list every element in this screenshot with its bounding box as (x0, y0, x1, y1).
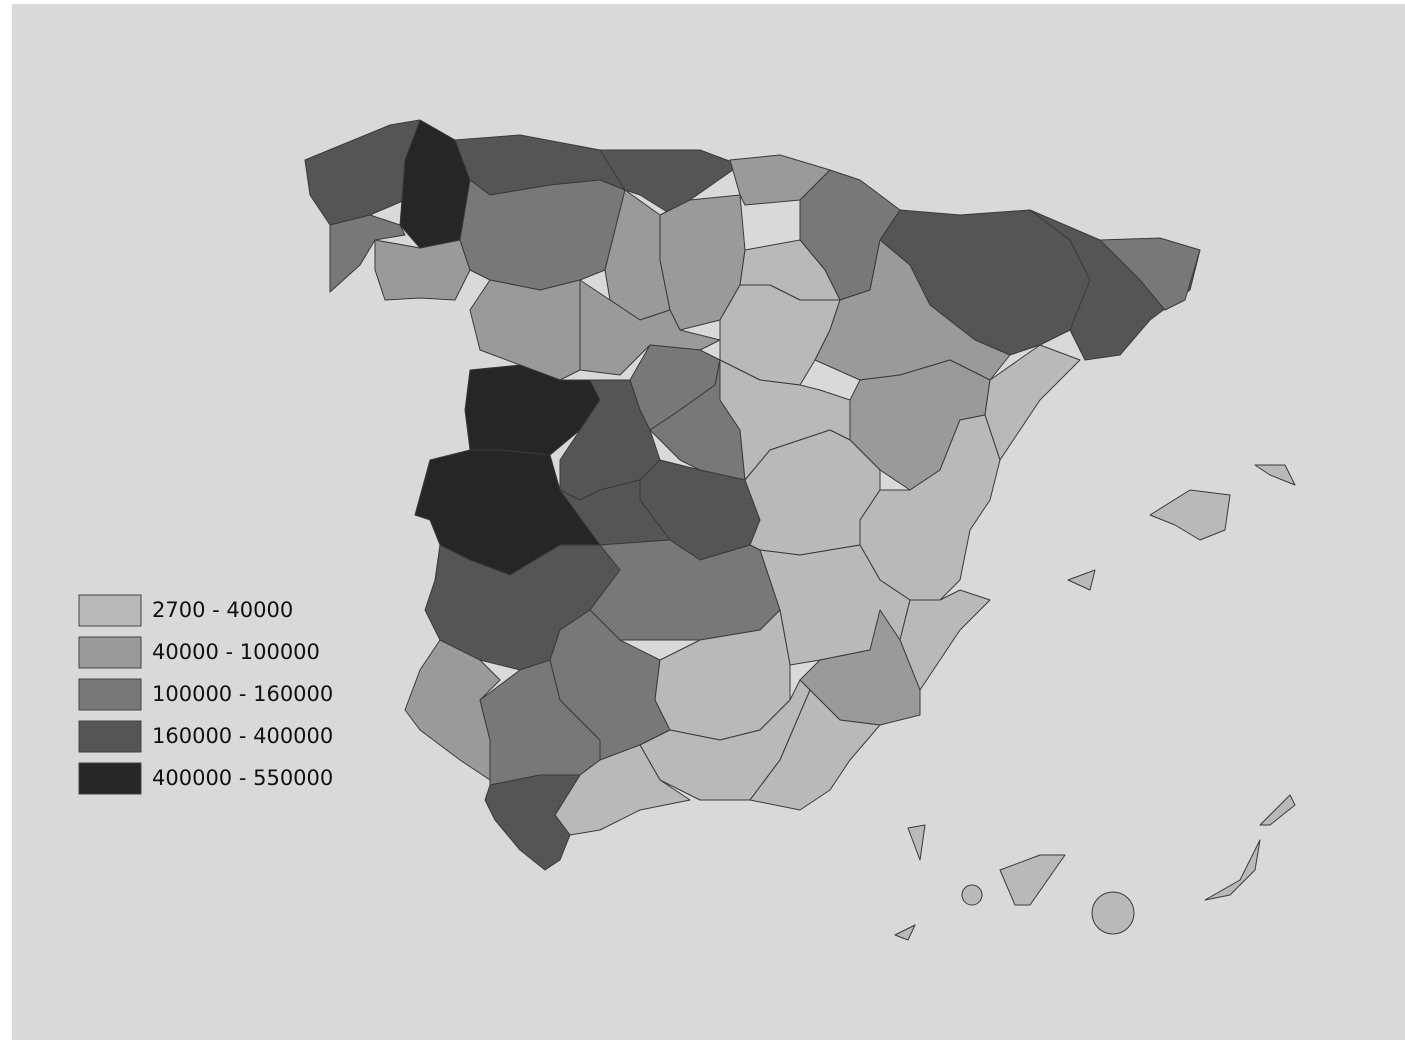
island (1259, 794, 1296, 826)
legend-label: 400000 - 550000 (152, 766, 333, 790)
island (1149, 489, 1231, 541)
province (749, 689, 881, 811)
legend-swatch (78, 720, 142, 753)
island (894, 924, 916, 941)
province (374, 239, 471, 301)
legend-swatch (78, 594, 142, 627)
province (304, 119, 421, 226)
legend-swatch (78, 678, 142, 711)
island (999, 854, 1066, 906)
island (907, 824, 926, 861)
island (1204, 839, 1261, 901)
legend-swatch (78, 762, 142, 795)
province (1099, 237, 1201, 311)
province (814, 239, 1011, 381)
island (1254, 464, 1296, 486)
provinces (304, 119, 1296, 941)
legend-label: 160000 - 400000 (152, 724, 333, 748)
province (484, 774, 581, 871)
province (329, 214, 406, 293)
legend-label: 100000 - 160000 (152, 682, 333, 706)
legend-swatch (78, 636, 142, 669)
island (1067, 569, 1096, 591)
province (589, 539, 781, 641)
island (961, 884, 983, 906)
island (1091, 891, 1135, 935)
legend: 2700 - 40000 40000 - 100000 100000 - 16000… (78, 594, 333, 795)
province (399, 119, 471, 249)
legend-label: 2700 - 40000 (152, 598, 293, 622)
legend-label: 40000 - 100000 (152, 640, 320, 664)
